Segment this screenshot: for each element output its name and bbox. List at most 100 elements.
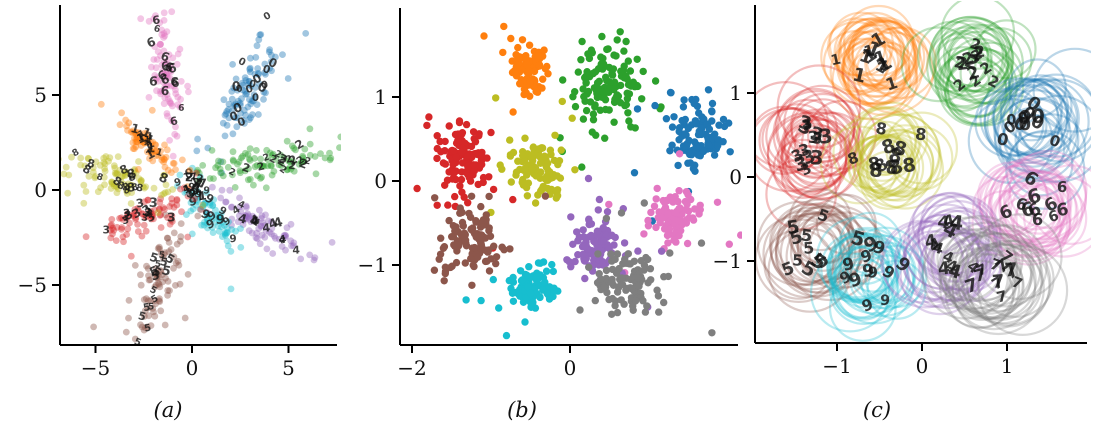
svg-text:6: 6 <box>1055 200 1070 222</box>
panel-b-cluster-digit-1 <box>480 22 552 116</box>
svg-text:3: 3 <box>135 195 145 210</box>
svg-text:0: 0 <box>729 165 742 189</box>
svg-text:−1: −1 <box>822 354 851 378</box>
svg-text:3: 3 <box>792 153 811 177</box>
panel-c-caption: (c) <box>862 398 892 422</box>
svg-text:8: 8 <box>126 180 136 195</box>
svg-text:5: 5 <box>803 238 815 258</box>
svg-text:4: 4 <box>262 221 271 235</box>
svg-text:5: 5 <box>149 293 160 306</box>
svg-text:1: 1 <box>136 128 147 141</box>
svg-text:2: 2 <box>256 161 266 174</box>
svg-text:2: 2 <box>955 54 969 75</box>
svg-text:9: 9 <box>215 212 225 227</box>
svg-text:2: 2 <box>195 173 204 185</box>
svg-text:4: 4 <box>936 212 950 233</box>
svg-text:8: 8 <box>891 137 909 162</box>
svg-text:9: 9 <box>187 188 197 200</box>
svg-text:0: 0 <box>1006 112 1017 129</box>
svg-text:5: 5 <box>137 309 148 323</box>
svg-text:4: 4 <box>945 260 963 284</box>
svg-text:2: 2 <box>262 152 272 165</box>
svg-text:1: 1 <box>883 73 900 95</box>
svg-text:8: 8 <box>869 158 884 182</box>
svg-text:−1: −1 <box>358 253 387 277</box>
svg-text:5: 5 <box>34 83 47 107</box>
svg-text:9: 9 <box>841 253 856 275</box>
panel-b-cluster-digit-3 <box>413 113 517 252</box>
svg-text:9: 9 <box>190 183 201 198</box>
svg-text:6: 6 <box>1014 193 1030 214</box>
svg-text:6: 6 <box>167 61 179 77</box>
svg-text:9: 9 <box>871 237 888 259</box>
panel-b-axes <box>392 8 738 353</box>
svg-text:5: 5 <box>148 302 155 312</box>
svg-text:3: 3 <box>102 223 109 236</box>
svg-text:3: 3 <box>167 210 176 225</box>
svg-text:9: 9 <box>186 181 196 194</box>
svg-text:1: 1 <box>198 188 208 203</box>
panel-a-axes <box>52 5 337 353</box>
svg-text:0: 0 <box>186 356 199 380</box>
svg-text:2: 2 <box>185 170 194 184</box>
svg-text:5: 5 <box>149 268 161 284</box>
svg-text:2: 2 <box>192 175 202 190</box>
svg-text:1: 1 <box>374 85 387 109</box>
panel-b-cluster-digit-5 <box>430 192 550 289</box>
svg-text:8: 8 <box>116 180 126 193</box>
svg-text:2: 2 <box>973 42 986 62</box>
svg-text:9: 9 <box>861 260 876 282</box>
svg-text:8: 8 <box>867 154 882 176</box>
svg-text:3: 3 <box>817 124 834 149</box>
svg-text:1: 1 <box>1001 354 1014 378</box>
panel-b-cluster-digit-9 <box>462 258 596 340</box>
svg-text:2: 2 <box>953 52 967 73</box>
svg-text:1: 1 <box>146 139 157 152</box>
svg-text:5: 5 <box>148 250 160 266</box>
panel-c-cluster-digit-2 <box>900 1 1037 127</box>
svg-text:5: 5 <box>800 225 814 245</box>
svg-text:3: 3 <box>121 211 130 223</box>
svg-text:6: 6 <box>1031 210 1043 230</box>
svg-text:0: 0 <box>252 93 259 104</box>
svg-text:0: 0 <box>228 108 240 124</box>
svg-text:3: 3 <box>121 215 131 228</box>
svg-text:0: 0 <box>995 129 1010 150</box>
panel-c-cluster-digit-7 <box>921 213 1069 337</box>
svg-text:1: 1 <box>876 55 891 75</box>
svg-text:0: 0 <box>260 79 269 91</box>
svg-text:3: 3 <box>808 123 825 146</box>
svg-text:0: 0 <box>262 10 274 23</box>
svg-text:4: 4 <box>941 211 956 231</box>
panel-b-tick-labels: −2 0 1 0 −1 <box>358 85 577 380</box>
svg-text:4: 4 <box>278 232 287 246</box>
svg-text:3: 3 <box>123 208 132 220</box>
svg-text:4: 4 <box>276 235 286 247</box>
svg-text:3: 3 <box>807 127 820 147</box>
panel-c-cluster-digit-5 <box>755 188 885 313</box>
svg-text:7: 7 <box>972 265 988 286</box>
svg-text:8: 8 <box>70 147 81 160</box>
svg-text:6: 6 <box>149 73 159 88</box>
svg-text:2: 2 <box>960 48 976 69</box>
svg-text:6: 6 <box>152 13 162 27</box>
svg-text:0: 0 <box>1018 114 1032 136</box>
panel-c-cluster-digit-8 <box>820 101 958 210</box>
svg-text:1: 1 <box>146 141 156 156</box>
panel-b-plot-area <box>413 22 742 340</box>
svg-text:4: 4 <box>948 211 964 236</box>
svg-text:0: 0 <box>34 178 47 202</box>
panel-b-cluster-digit-2 <box>556 28 665 171</box>
svg-text:6: 6 <box>1057 179 1068 196</box>
svg-text:6: 6 <box>145 34 158 50</box>
svg-text:4: 4 <box>250 214 259 228</box>
svg-text:9: 9 <box>173 176 183 189</box>
svg-text:8: 8 <box>95 172 104 183</box>
svg-text:3: 3 <box>796 112 813 135</box>
svg-text:9: 9 <box>879 293 890 310</box>
